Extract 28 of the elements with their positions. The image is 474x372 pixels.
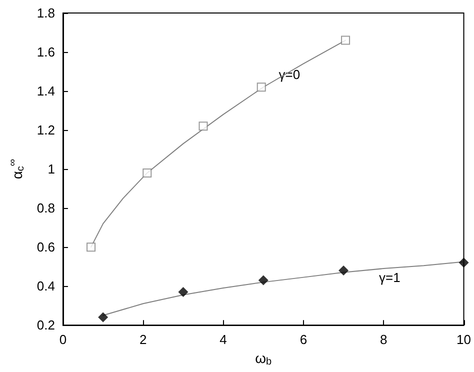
x-tick-label: 4 xyxy=(220,332,227,348)
point xyxy=(256,82,266,92)
y-tick-label: 0.6 xyxy=(36,240,55,255)
text: γ=1 xyxy=(378,270,400,286)
x-tick-label: 10 xyxy=(456,332,472,348)
y-tick-label: 1.8 xyxy=(36,6,55,20)
point xyxy=(458,258,469,268)
y-tick-label: 0.4 xyxy=(36,278,55,294)
point xyxy=(142,168,152,178)
point xyxy=(98,312,108,322)
y-tick-label: 1.6 xyxy=(36,44,55,60)
series-label: γ=0 xyxy=(278,67,300,82)
x-tick-label: 2 xyxy=(140,332,147,348)
x-tick-label: 6 xyxy=(300,332,308,348)
y-tick-label: 1.4 xyxy=(36,84,55,99)
point xyxy=(178,286,188,297)
point xyxy=(338,265,349,276)
y-tick-label: 0.2 xyxy=(36,318,55,333)
x-tick-label: 0 xyxy=(59,332,67,348)
y-tick-label: 1 xyxy=(48,162,55,177)
y-tick-label: 1.2 xyxy=(36,122,55,138)
x-tick-label: 8 xyxy=(380,332,388,348)
y-axis-title: αc∞ xyxy=(8,158,26,180)
point xyxy=(341,36,350,45)
point xyxy=(258,275,268,286)
point xyxy=(86,242,96,252)
point xyxy=(198,122,208,131)
y-tick-label: 0.8 xyxy=(36,200,55,216)
